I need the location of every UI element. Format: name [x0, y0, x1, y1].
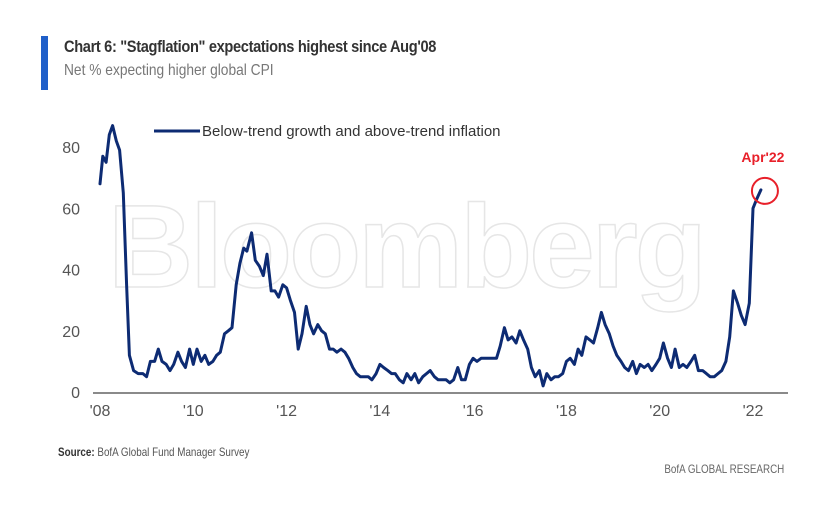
source-text: BofA Global Fund Manager Survey	[97, 445, 250, 459]
x-tick-label: '18	[556, 403, 577, 420]
annotation-circle	[750, 176, 779, 205]
brand-credit: BofA GLOBAL RESEARCH	[664, 462, 784, 476]
x-tick-label: '12	[276, 403, 297, 420]
source-label: Source:	[58, 445, 95, 459]
x-tick-label: '10	[183, 403, 204, 420]
annotation-layer: Apr'22	[741, 149, 785, 205]
series-layer	[98, 124, 763, 388]
y-tick-label: 40	[62, 263, 80, 280]
annotation-label: Apr'22	[741, 149, 784, 165]
y-tick-label: 20	[62, 324, 80, 341]
title-accent-bar	[41, 36, 48, 90]
legend: Below-trend growth and above-trend infla…	[154, 123, 501, 140]
chart-subtitle: Net % expecting higher global CPI	[64, 62, 274, 79]
axes: 0 20 40 60 80 '08 '10 '12 '14 '16 '18 '20 '22	[62, 140, 788, 420]
source-note: Source: BofA Global Fund Manager Survey	[58, 445, 249, 459]
x-tick-label: '22	[743, 403, 764, 420]
x-tick-label: '14	[369, 403, 390, 420]
x-tick-label: '20	[649, 403, 670, 420]
y-tick-label: 60	[62, 201, 80, 218]
legend-label: Below-trend growth and above-trend infla…	[202, 123, 501, 140]
chart-title: Chart 6: "Stagflation" expectations high…	[64, 37, 437, 56]
x-tick-label: '16	[463, 403, 484, 420]
y-tick-label: 0	[71, 385, 80, 402]
series-line	[98, 124, 763, 388]
bloomberg-watermark: Bloomberg	[108, 181, 704, 313]
x-tick-label: '08	[90, 403, 111, 420]
y-tick-label: 80	[62, 140, 80, 157]
